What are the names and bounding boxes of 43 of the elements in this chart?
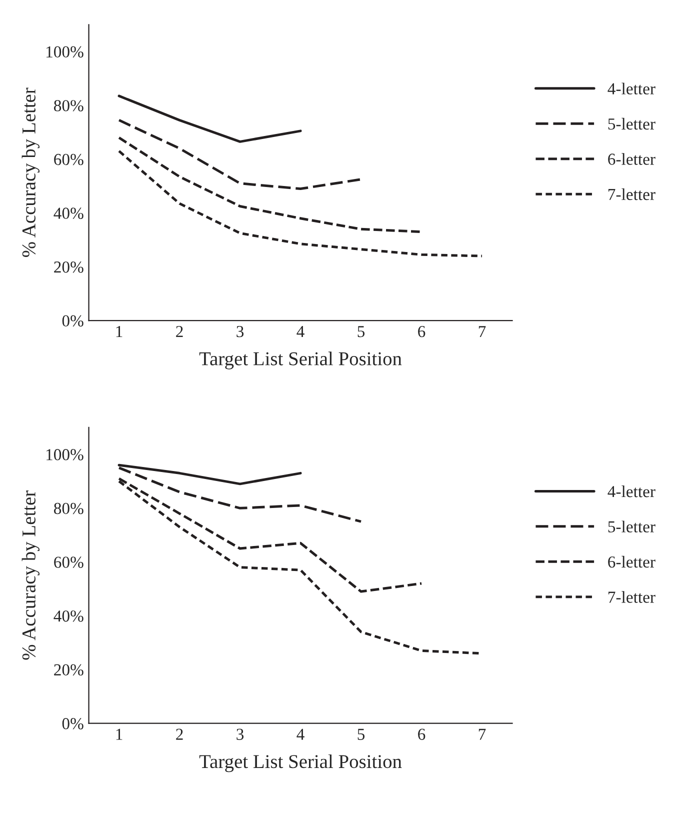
legend-label: 4-letter (608, 82, 656, 94)
x-tick-label: 2 (176, 326, 183, 338)
line-series (118, 118, 362, 190)
y-tick-label: 60% (54, 556, 84, 568)
x-tick-label: 3 (236, 326, 244, 338)
x-tick-label: 4 (296, 728, 304, 740)
y-tick-label: 60% (54, 154, 84, 166)
x-tick-label: 1 (116, 728, 122, 740)
x-tick-label: 5 (358, 728, 365, 740)
x-tick-label: 7 (478, 728, 486, 740)
y-tick-label: 100% (46, 46, 84, 58)
legend-label: 6-letter (608, 153, 656, 165)
legend-label: 7-letter (608, 591, 656, 603)
legend-label: 5-letter (608, 118, 656, 130)
y-tick-label: 40% (54, 208, 84, 219)
y-tick-label: 0% (62, 315, 84, 327)
x-tick-label: 2 (176, 728, 183, 740)
y-axis-title: % Accuracy by Letter (22, 88, 40, 257)
x-tick-label: 5 (358, 326, 365, 338)
y-tick-label: 0% (62, 718, 84, 730)
x-axis-title: Target List Serial Position (199, 352, 402, 370)
y-tick-label: 20% (54, 261, 84, 273)
x-axis-title: Target List Serial Position (199, 754, 402, 772)
legend-label: 6-letter (608, 556, 656, 568)
legend-label: 7-letter (608, 188, 656, 200)
line-series (118, 136, 423, 234)
y-axis-title: % Accuracy by Letter (22, 490, 40, 660)
y-tick-label: 100% (46, 449, 84, 460)
line-series (118, 466, 362, 523)
x-tick-label: 6 (418, 326, 426, 338)
y-tick-label: 80% (54, 502, 84, 514)
y-tick-label: 80% (54, 100, 84, 112)
y-tick-label: 40% (54, 610, 84, 622)
x-tick-label: 7 (478, 326, 486, 338)
x-tick-label: 1 (116, 326, 122, 338)
x-tick-label: 4 (296, 326, 304, 338)
line-series (118, 94, 302, 143)
y-tick-label: 20% (54, 664, 84, 676)
x-tick-label: 6 (418, 728, 426, 740)
line-series (118, 150, 484, 258)
legend-label: 4-letter (608, 485, 656, 498)
x-tick-label: 3 (236, 728, 244, 740)
legend-label: 5-letter (608, 520, 656, 532)
